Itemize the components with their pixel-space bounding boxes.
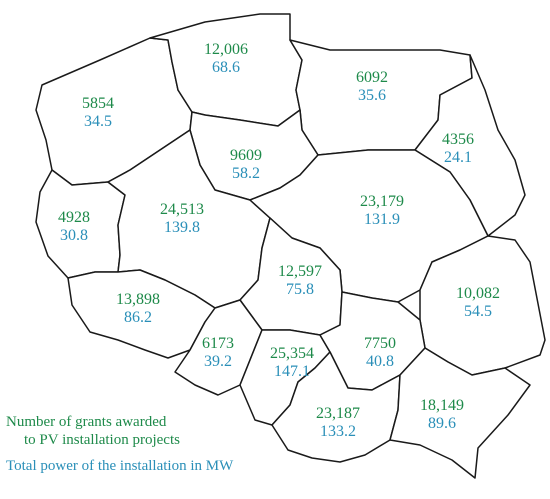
power-label-lubelskie: 54.5 bbox=[464, 303, 492, 320]
power-label-podlaskie: 24.1 bbox=[444, 149, 472, 166]
power-label-dolnoslaskie: 86.2 bbox=[124, 309, 152, 326]
region-outlines bbox=[35, 13, 546, 479]
power-label-pomorskie: 68.6 bbox=[212, 59, 240, 76]
grants-label-mazowieckie: 23,179 bbox=[360, 193, 404, 210]
grants-label-warminsko-mazurskie: 6092 bbox=[356, 69, 388, 86]
power-label-wielkopolskie: 139.8 bbox=[164, 219, 200, 236]
power-label-opolskie: 39.2 bbox=[204, 353, 232, 370]
region-opolskie bbox=[174, 299, 263, 396]
power-label-lubuskie: 30.8 bbox=[60, 227, 88, 244]
grants-label-lodzkie: 12,597 bbox=[278, 263, 322, 280]
grants-label-zachodniopomorskie: 5854 bbox=[82, 95, 114, 112]
legend-grants-line1: Number of grants awarded bbox=[6, 414, 167, 430]
power-label-slaskie: 147.1 bbox=[274, 363, 310, 380]
legend-grants-line2: to PV installation projects bbox=[24, 432, 180, 448]
grants-label-malopolskie: 23,187 bbox=[316, 405, 360, 422]
grants-label-wielkopolskie: 24,513 bbox=[160, 201, 204, 218]
power-label-lodzkie: 75.8 bbox=[286, 281, 314, 298]
region-podkarpackie bbox=[389, 347, 531, 479]
power-label-zachodniopomorskie: 34.5 bbox=[84, 113, 112, 130]
grants-label-dolnoslaskie: 13,898 bbox=[116, 291, 160, 308]
grants-label-lubelskie: 10,082 bbox=[456, 285, 500, 302]
grants-label-lubuskie: 4928 bbox=[58, 209, 90, 226]
grants-label-kujawsko-pomorskie: 9609 bbox=[230, 147, 262, 164]
grants-label-slaskie: 25,354 bbox=[270, 345, 314, 362]
grants-label-podlaskie: 4356 bbox=[442, 131, 474, 148]
grants-label-pomorskie: 12,006 bbox=[204, 41, 248, 58]
power-label-swietokrzyskie: 40.8 bbox=[366, 353, 394, 370]
power-label-mazowieckie: 131.9 bbox=[364, 211, 400, 228]
power-label-malopolskie: 133.2 bbox=[320, 423, 356, 440]
legend-power-line: Total power of the installation in MW bbox=[6, 458, 234, 474]
legend: Number of grants awarded to PV installat… bbox=[6, 414, 234, 474]
power-label-podkarpackie: 89.6 bbox=[428, 415, 456, 432]
grants-label-podkarpackie: 18,149 bbox=[420, 397, 464, 414]
power-label-kujawsko-pomorskie: 58.2 bbox=[232, 165, 260, 182]
power-label-warminsko-mazurskie: 35.6 bbox=[358, 87, 386, 104]
grants-label-swietokrzyskie: 7750 bbox=[364, 335, 396, 352]
grants-label-opolskie: 6173 bbox=[202, 335, 234, 352]
